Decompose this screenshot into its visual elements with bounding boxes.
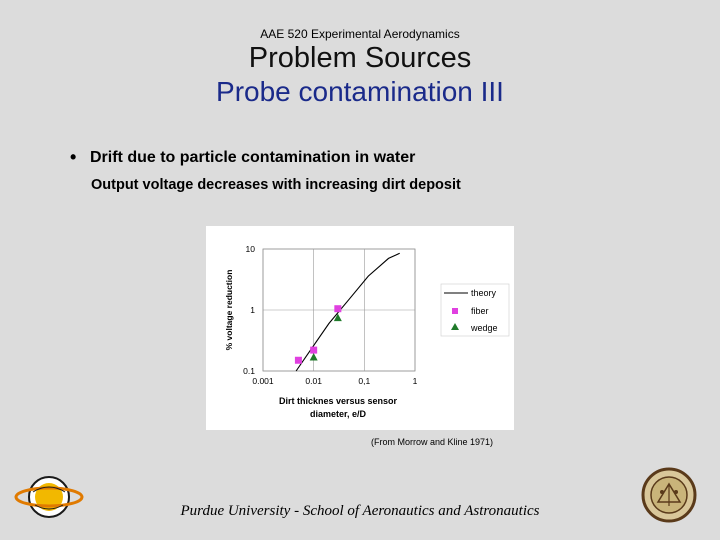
- slide-subtitle: Probe contamination III: [216, 76, 504, 107]
- chart-panel: 10 1 0.1 0.001 0.01 0,1 1 % voltage reduction…: [206, 226, 514, 430]
- fiber-point: [310, 346, 318, 354]
- x-tick-labels: 0.001 0.01 0,1 1: [252, 376, 417, 386]
- fiber-point: [334, 305, 342, 313]
- aeronautics-logo: [14, 468, 84, 526]
- seal-icon: [641, 467, 697, 523]
- citation: (From Morrow and Kline 1971): [371, 437, 494, 447]
- y-tick-labels: 10 1 0.1: [243, 244, 255, 376]
- wedge-point: [309, 352, 318, 361]
- bullet-dot-icon: •: [70, 147, 77, 167]
- course-name: AAE 520 Experimental Aerodynamics: [260, 27, 460, 41]
- footer-text: Purdue University - School of Aeronautic…: [180, 503, 540, 519]
- sub-bullet-text: Output voltage decreases with increasing…: [91, 177, 461, 193]
- wedge-point: [333, 313, 342, 322]
- y-axis-label: % voltage reduction: [224, 270, 234, 351]
- legend-fiber-label: fiber: [471, 306, 489, 316]
- y-tick-label: 1: [250, 305, 255, 315]
- legend-fiber-swatch: [452, 308, 458, 314]
- x-tick-label: 0,1: [358, 376, 370, 386]
- x-tick-label: 1: [413, 376, 418, 386]
- x-axis-label-line1: Dirt thicknes versus sensor: [279, 396, 398, 406]
- series-layer: [294, 252, 400, 372]
- fiber-point: [294, 356, 302, 364]
- x-axis-label-line2: diameter, e/D: [310, 409, 367, 419]
- legend: theory fiber wedge: [440, 283, 510, 337]
- bullet-text: Drift due to particle contamination in w…: [90, 149, 416, 166]
- x-tick-label: 0.001: [252, 376, 274, 386]
- saturn-logo-icon: [14, 476, 84, 518]
- x-tick-label: 0.01: [305, 376, 322, 386]
- slide-title: Problem Sources: [248, 42, 472, 74]
- university-seal: [640, 466, 698, 524]
- legend-wedge-label: wedge: [470, 323, 498, 333]
- voltage-reduction-chart: 10 1 0.1 0.001 0.01 0,1 1 % voltage reduction…: [224, 244, 510, 419]
- legend-wedge-swatch: [451, 323, 459, 330]
- theory-line: [295, 252, 400, 372]
- y-tick-label: 10: [246, 244, 256, 254]
- legend-theory-label: theory: [471, 288, 497, 298]
- y-tick-label: 0.1: [243, 366, 255, 376]
